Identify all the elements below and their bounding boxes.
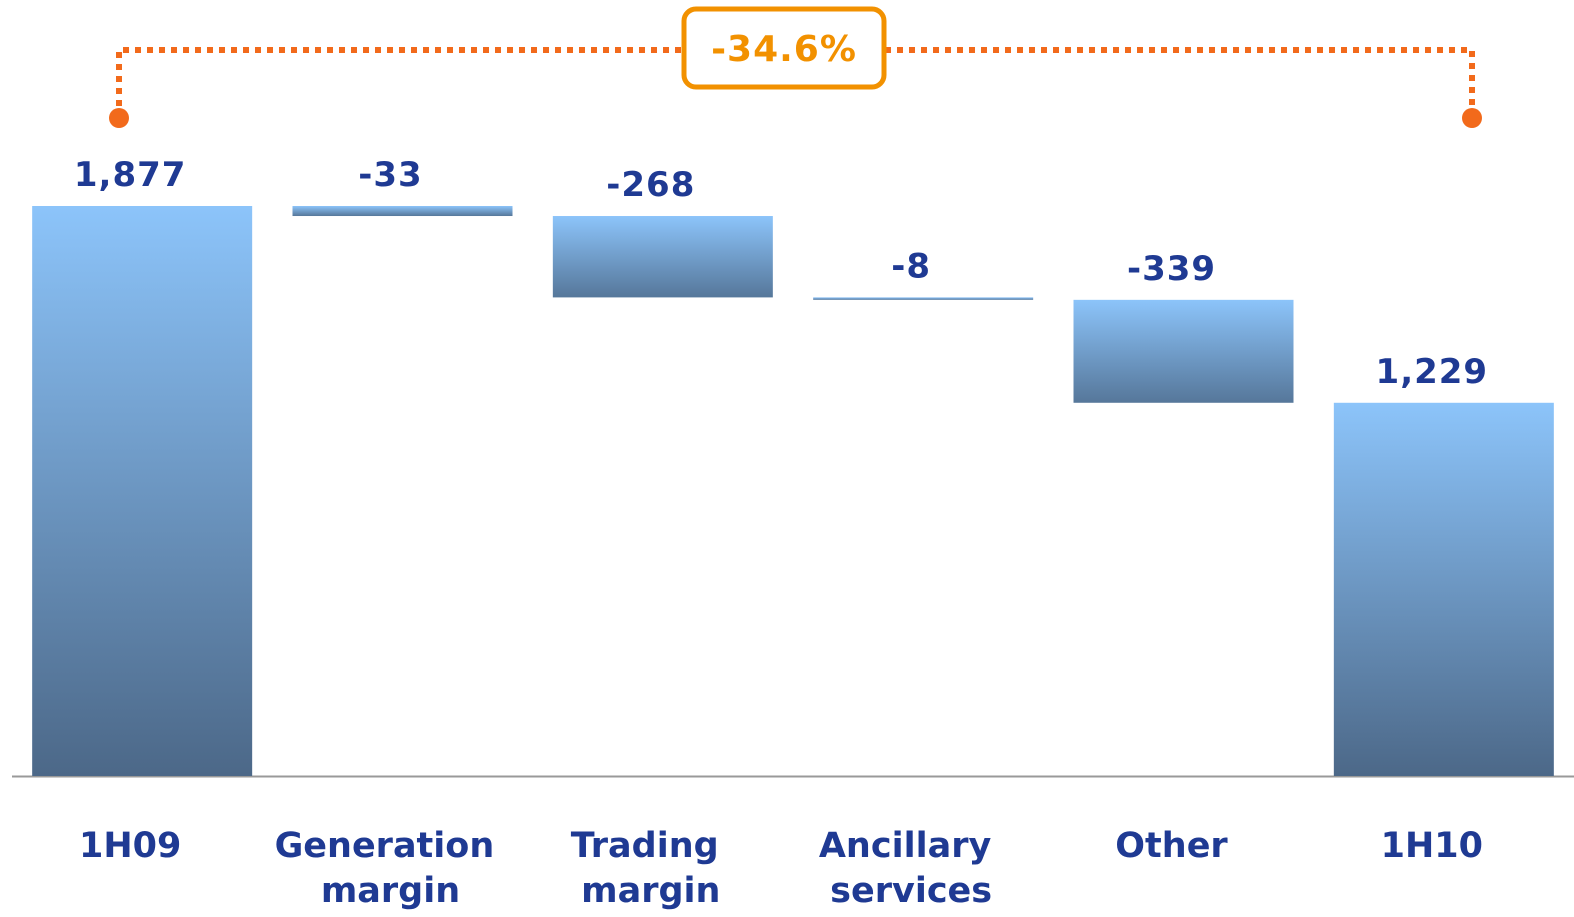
- value-label: -8: [891, 246, 931, 286]
- label-line: Trading: [571, 826, 731, 866]
- value-label: 1,877: [74, 155, 187, 195]
- value-label: 1,229: [1376, 352, 1489, 392]
- label-line: services: [830, 871, 992, 911]
- annotation: -34.6%: [711, 29, 857, 70]
- label-line: margin: [581, 871, 720, 911]
- x-tick-label: Trading margin: [571, 826, 731, 911]
- x-tick-label: 1H10: [1381, 826, 1483, 866]
- bar: [552, 216, 773, 298]
- bar: [813, 297, 1034, 300]
- value-label: -33: [358, 155, 422, 195]
- bar: [292, 206, 513, 217]
- bracket-end: [109, 108, 129, 128]
- x-tick-label: Ancillary services: [819, 826, 1004, 911]
- bar: [1333, 402, 1554, 776]
- bar: [32, 206, 253, 776]
- annotation-box: [681, 6, 887, 90]
- bracket-end: [1462, 108, 1482, 128]
- x-tick-label: Other: [1115, 826, 1228, 866]
- label-line: Ancillary: [819, 826, 1004, 866]
- label-line: margin: [321, 871, 460, 911]
- bar: [1073, 299, 1294, 403]
- value-label: -268: [606, 165, 695, 205]
- label-line: Generation: [275, 826, 507, 866]
- value-label: -339: [1127, 249, 1216, 289]
- x-tick-label: 1H09: [79, 826, 181, 866]
- x-tick-label: Generation margin: [275, 826, 507, 911]
- bracket-line: [116, 47, 1475, 118]
- change-bracket: -34.6%: [109, 6, 1482, 128]
